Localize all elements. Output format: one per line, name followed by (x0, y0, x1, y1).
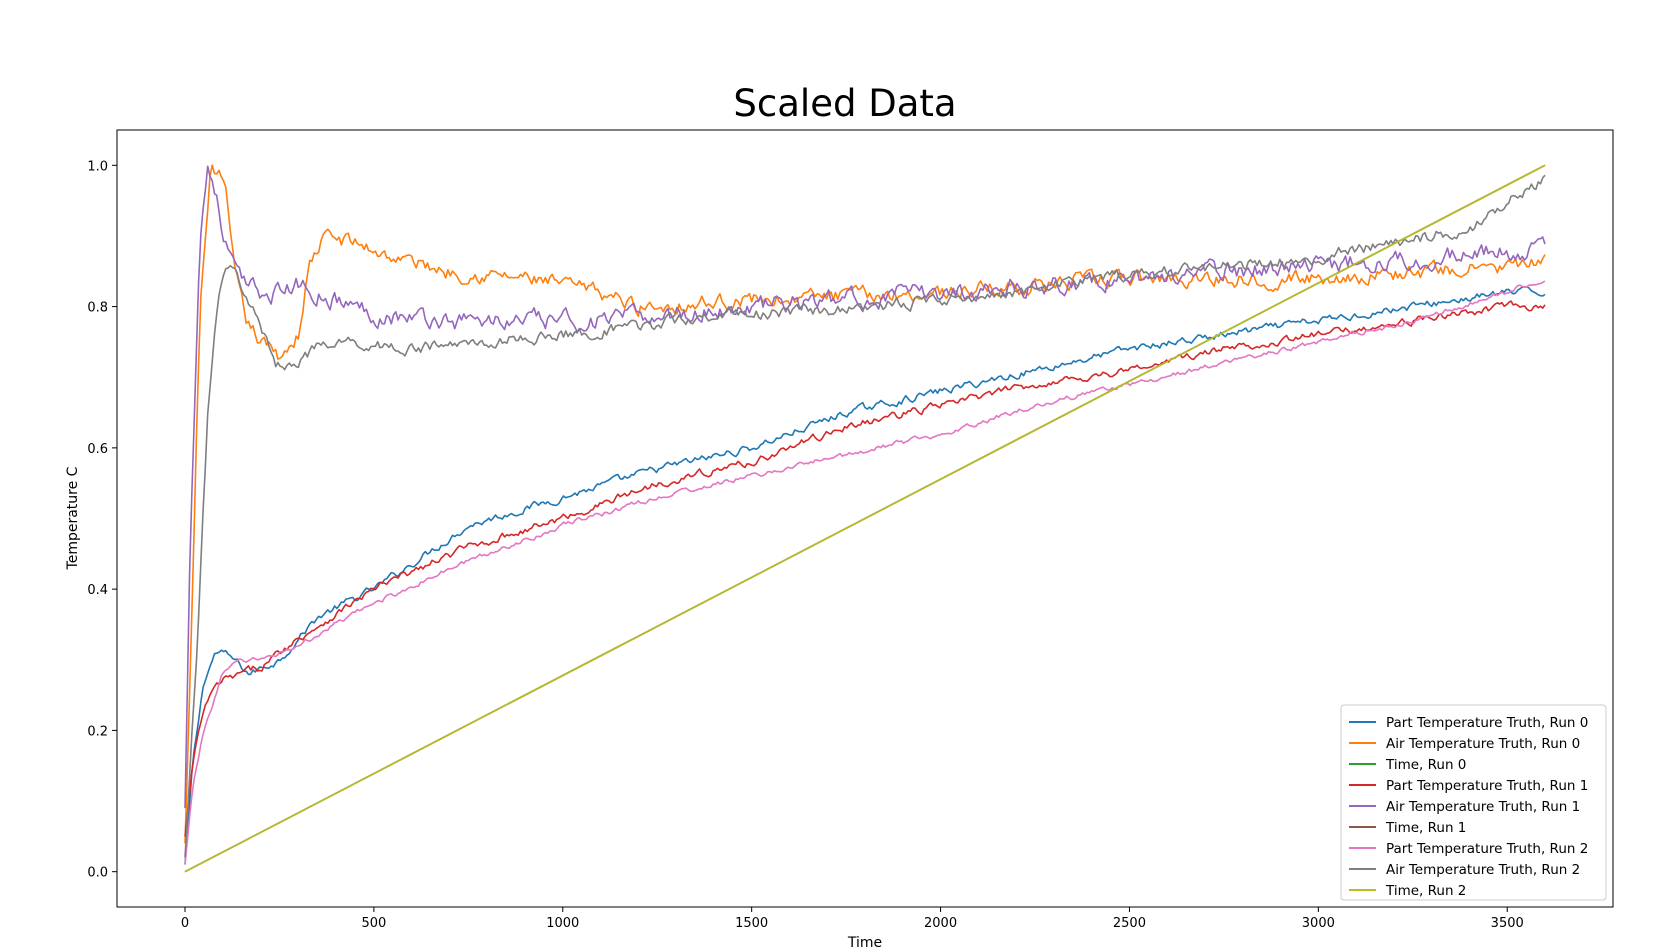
chart-title: Scaled Data (733, 82, 956, 125)
x-axis-label: Time (847, 935, 882, 951)
x-tick-label: 0 (181, 916, 189, 931)
plot-frame (116, 129, 1614, 908)
series-line-air-temperature-truth-run-2 (184, 174, 1546, 858)
series-line-air-temperature-truth-run-0 (184, 164, 1546, 844)
legend-entry-label: Time, Run 1 (1385, 820, 1466, 836)
series-line-part-temperature-truth-run-2 (184, 280, 1546, 865)
y-tick-label: 0.2 (87, 724, 108, 739)
legend-entry-label: Part Temperature Truth, Run 0 (1386, 715, 1588, 731)
legend-frame (1340, 704, 1607, 901)
legend-entry-label: Time, Run 0 (1385, 757, 1466, 773)
y-tick-label: 1.0 (87, 159, 108, 174)
series-line-part-temperature-truth-run-0 (184, 286, 1546, 865)
legend-entry-label: Time, Run 2 (1385, 883, 1466, 899)
y-axis: 0.0 0.2 0.4 0.6 0.8 1.0 (87, 159, 117, 881)
series-layer (184, 164, 1546, 873)
series-line-part-temperature-truth-run-1 (184, 300, 1546, 837)
legend-entry-label: Air Temperature Truth, Run 0 (1386, 736, 1580, 752)
x-tick-label: 1500 (735, 916, 768, 931)
y-tick-label: 0.8 (87, 301, 108, 316)
y-axis-label: Temperature C (65, 466, 81, 570)
x-tick-label: 2500 (1113, 916, 1146, 931)
x-tick-label: 2000 (924, 916, 957, 931)
legend-entry-label: Air Temperature Truth, Run 1 (1386, 799, 1580, 815)
x-tick-label: 3000 (1302, 916, 1335, 931)
y-tick-label: 0.6 (87, 442, 108, 457)
legend-entry-label: Part Temperature Truth, Run 1 (1386, 778, 1588, 794)
series-line-time-run-2 (184, 164, 1546, 873)
legend: Part Temperature Truth, Run 0 Air Tempera… (1340, 704, 1607, 901)
x-axis: 0 500 1000 1500 2000 2500 3000 3500 (181, 907, 1524, 931)
series-line-air-temperature-truth-run-1 (184, 165, 1546, 809)
y-tick-label: 0.0 (87, 866, 108, 881)
x-tick-label: 1000 (546, 916, 579, 931)
x-tick-label: 3500 (1491, 916, 1524, 931)
legend-entry-label: Air Temperature Truth, Run 2 (1386, 862, 1580, 878)
y-tick-label: 0.4 (87, 583, 108, 598)
x-tick-label: 500 (361, 916, 386, 931)
legend-entry-label: Part Temperature Truth, Run 2 (1386, 841, 1588, 857)
